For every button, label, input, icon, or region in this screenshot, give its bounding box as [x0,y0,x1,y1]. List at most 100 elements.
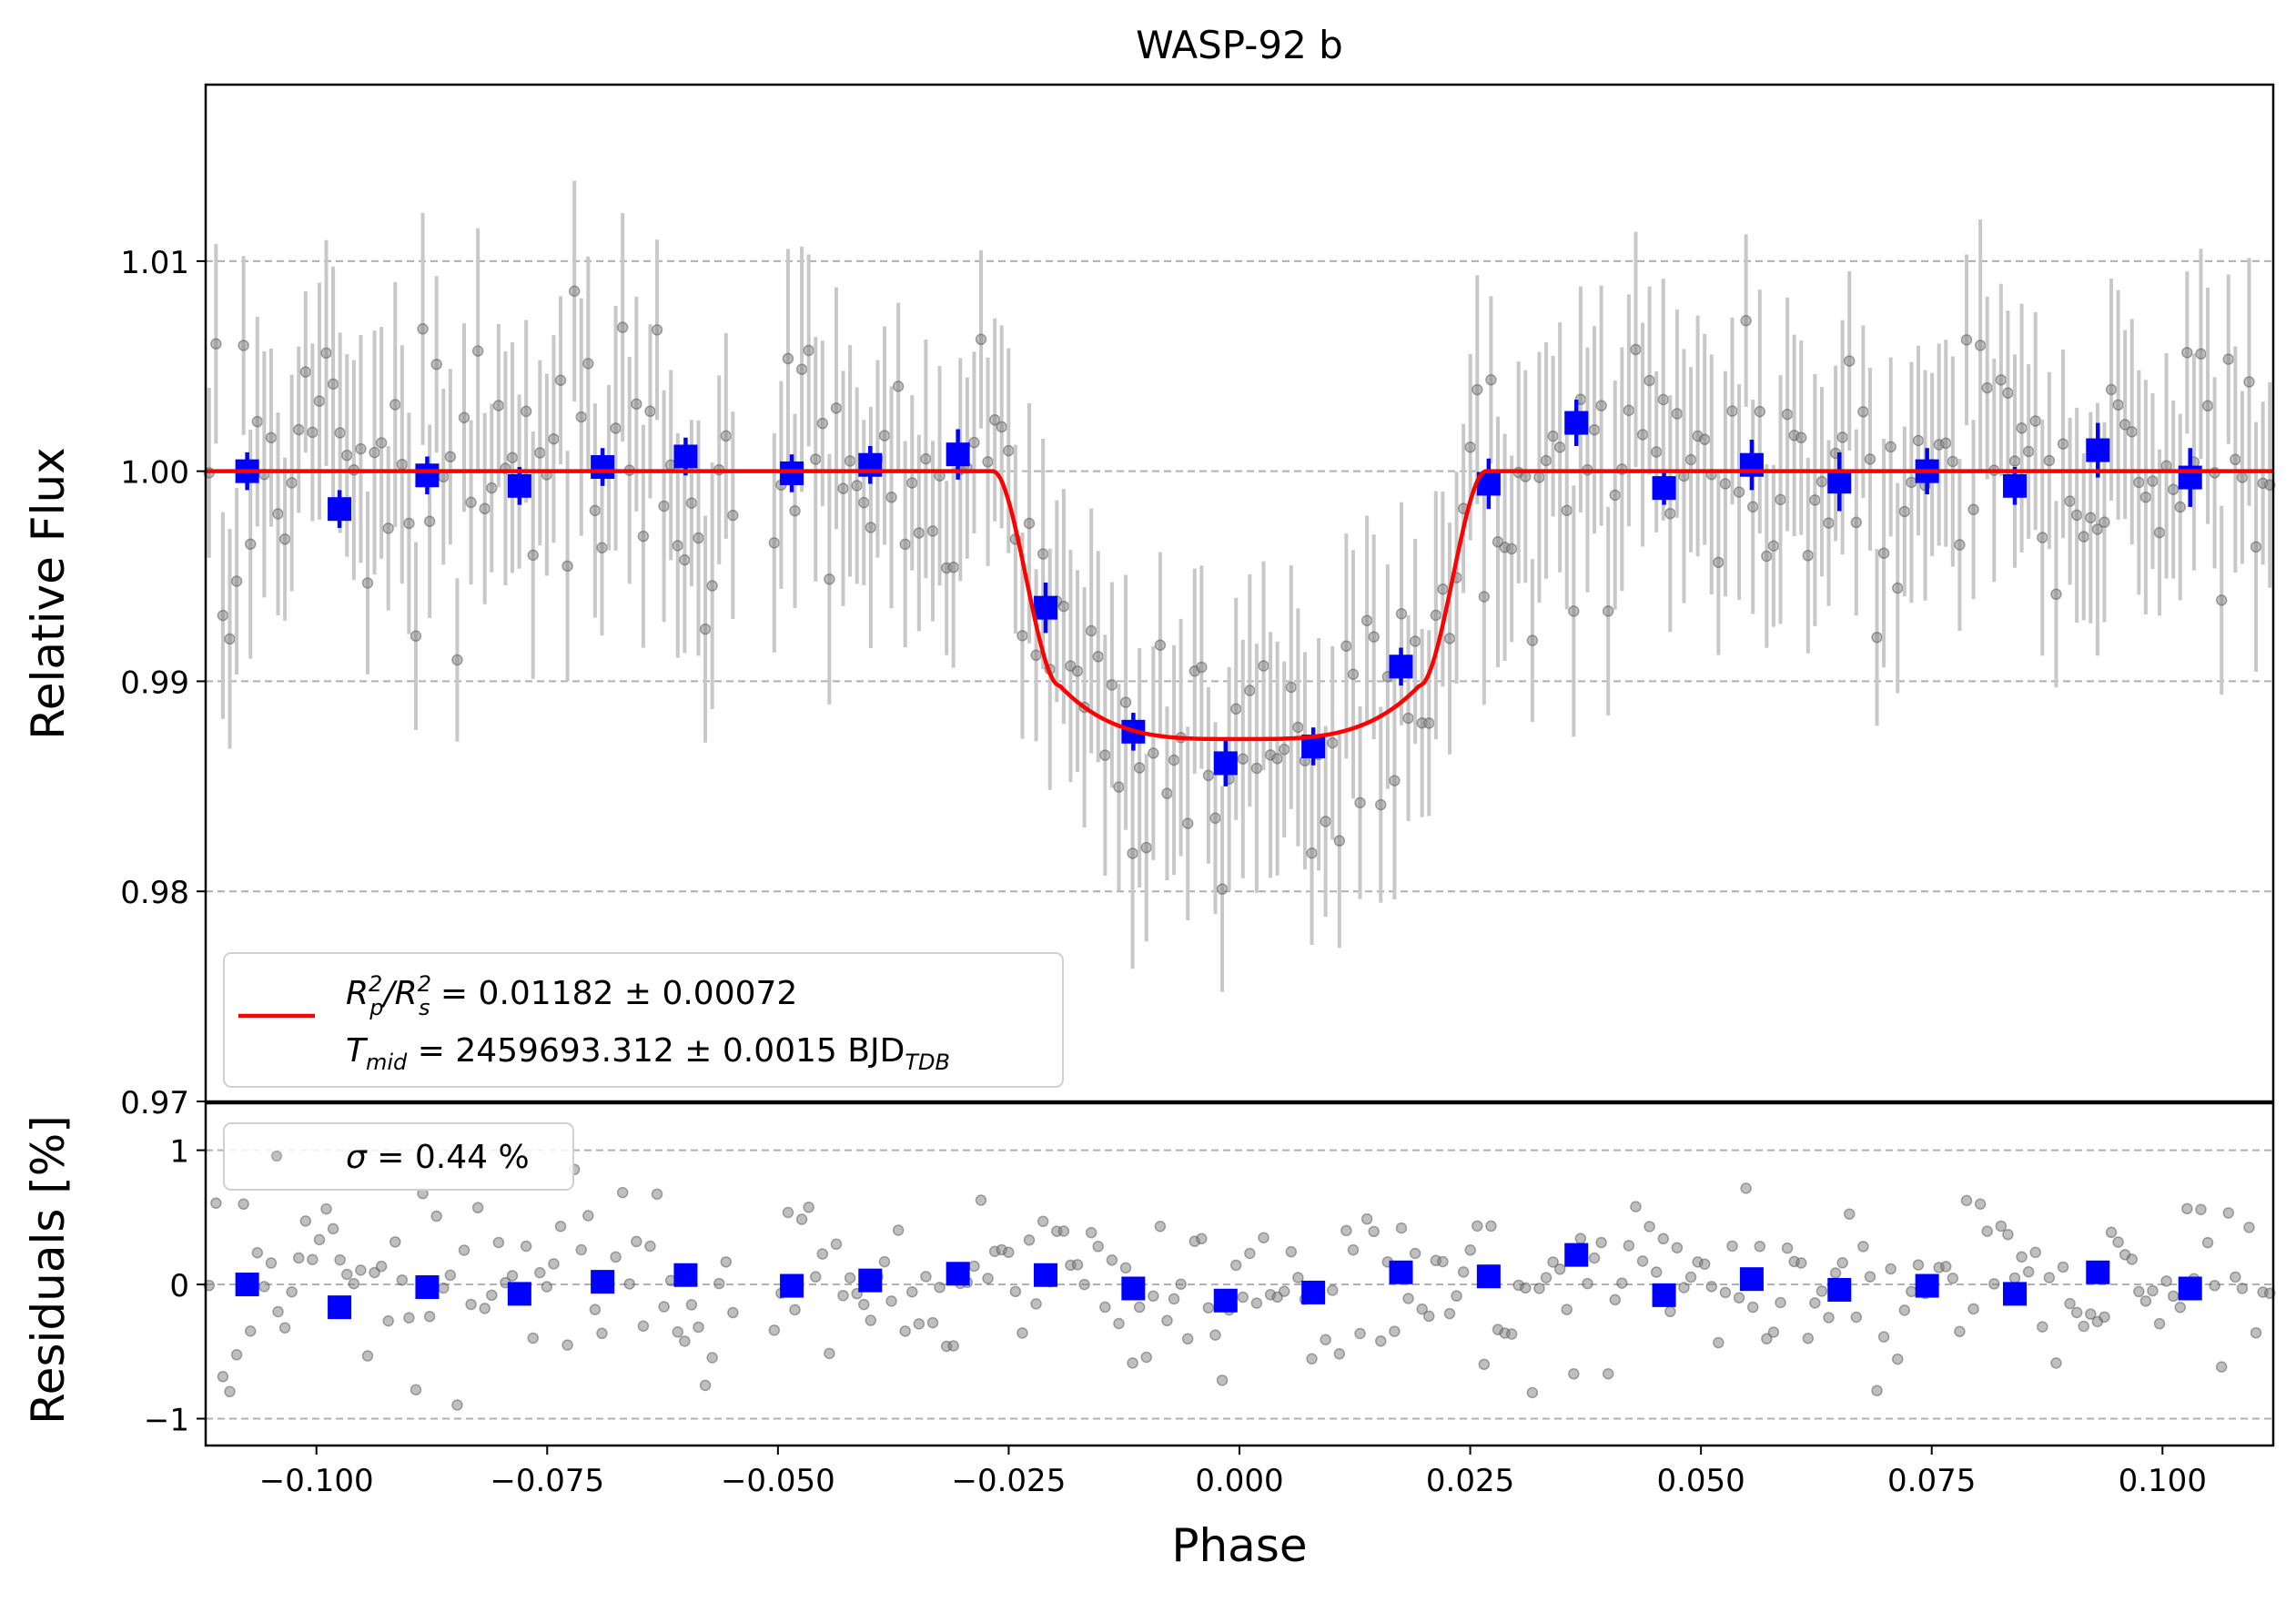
binned-residual-point [1389,1260,1413,1284]
raw-point [1023,517,1036,530]
raw-point [596,542,608,553]
binned-residual-point [1121,1276,1146,1301]
x-tick-label: −0.050 [721,1463,835,1499]
raw-residual-point [334,1253,346,1266]
raw-point [1547,430,1559,442]
raw-point [327,378,339,391]
raw-point [1974,340,1987,351]
raw-residual-point [2201,1236,2214,1249]
raw-point [217,609,229,622]
main-legend: R2 p/R2 s = 0.01182 ± 0.00072 Tmid = 24596… [223,952,1064,1088]
raw-point [727,509,739,522]
raw-residual-point [238,1198,249,1211]
raw-point [1409,635,1421,647]
binned-residual-point [780,1273,804,1298]
raw-point [1644,374,1655,387]
binned-point [946,442,970,467]
raw-residual-point [2085,1308,2097,1320]
raw-residual-point [720,1256,733,1268]
raw-point [1430,609,1442,622]
raw-point [1306,847,1318,859]
raw-residual-point [1133,1301,1146,1314]
raw-residual-point [1175,1278,1187,1290]
raw-residual-point [1092,1241,1104,1253]
raw-residual-point [1457,1266,1470,1278]
raw-residual-point [1250,1297,1263,1309]
binned-data-points [235,400,2202,786]
raw-residual-point [1244,1247,1256,1260]
raw-point [1713,556,1725,569]
raw-point [1698,433,1711,445]
raw-residual-point [527,1332,539,1344]
raw-point [631,398,642,411]
raw-point [334,427,346,439]
raw-point [789,504,801,517]
residuals-y-tick-label: 0 [169,1268,189,1304]
raw-point [1161,787,1173,799]
raw-point [1595,400,1607,411]
raw-point [1505,543,1518,555]
raw-point [2008,455,2021,467]
raw-point [996,421,1007,433]
raw-point [1292,721,1304,734]
raw-point [382,522,394,534]
raw-residual-point [1754,1240,1766,1253]
raw-residual-point [1746,1301,1759,1314]
raw-point [637,530,650,543]
raw-point [1684,453,1697,466]
raw-residual-point [1423,1310,1435,1323]
raw-point [361,577,374,589]
transit-model-line [206,469,2273,742]
raw-point [1885,441,1896,453]
raw-residual-point [217,1371,229,1383]
raw-residual-point [1389,1325,1401,1337]
raw-residual-point [685,1299,698,1311]
raw-residual-point [2008,1272,2021,1284]
raw-residual-point [1161,1314,1173,1327]
raw-residual-point [2099,1311,2110,1324]
raw-residual-point [2215,1361,2228,1373]
raw-point [1202,769,1215,782]
raw-residual-point [1561,1304,1573,1315]
raw-residual-point [1644,1221,1655,1233]
raw-point [1395,608,1408,620]
raw-point [307,426,319,439]
raw-residual-point [2181,1202,2193,1215]
legend-residual-swatch [271,1151,282,1162]
x-tick-label: 0.050 [1656,1463,1745,1499]
binned-point [2086,438,2110,462]
raw-point [830,402,843,414]
raw-point [837,482,849,494]
raw-point [1877,547,1890,559]
binned-point [1389,654,1413,679]
chart-title: WASP-92 b [1136,23,1343,67]
raw-residual-point [375,1260,388,1273]
raw-residual-point [1568,1368,1580,1380]
raw-residual-point [789,1304,801,1316]
raw-point [1630,343,1642,356]
raw-point [438,471,450,483]
raw-residual-point [1967,1303,1979,1315]
main-y-tick-label: 0.98 [120,875,189,911]
raw-residual-point [554,1220,567,1233]
raw-point [1285,681,1298,694]
raw-point [265,431,278,444]
raw-residual-point [389,1236,401,1248]
raw-point [2126,426,2138,438]
raw-point [1216,883,1229,895]
raw-point [1864,453,1876,465]
raw-residual-point [396,1274,409,1286]
raw-point [2064,495,2076,507]
raw-point [1347,668,1360,681]
raw-residual-point [1119,1262,1132,1274]
raw-point [272,508,284,520]
binned-point [415,463,440,488]
raw-point [1333,835,1346,847]
raw-residual-point [2016,1251,2028,1263]
raw-residual-point [858,1298,870,1311]
raw-point [423,515,436,527]
raw-residual-point [1478,1358,1491,1371]
raw-residual-point [637,1320,650,1333]
raw-residual-point [582,1210,594,1222]
raw-point [1795,431,1807,444]
